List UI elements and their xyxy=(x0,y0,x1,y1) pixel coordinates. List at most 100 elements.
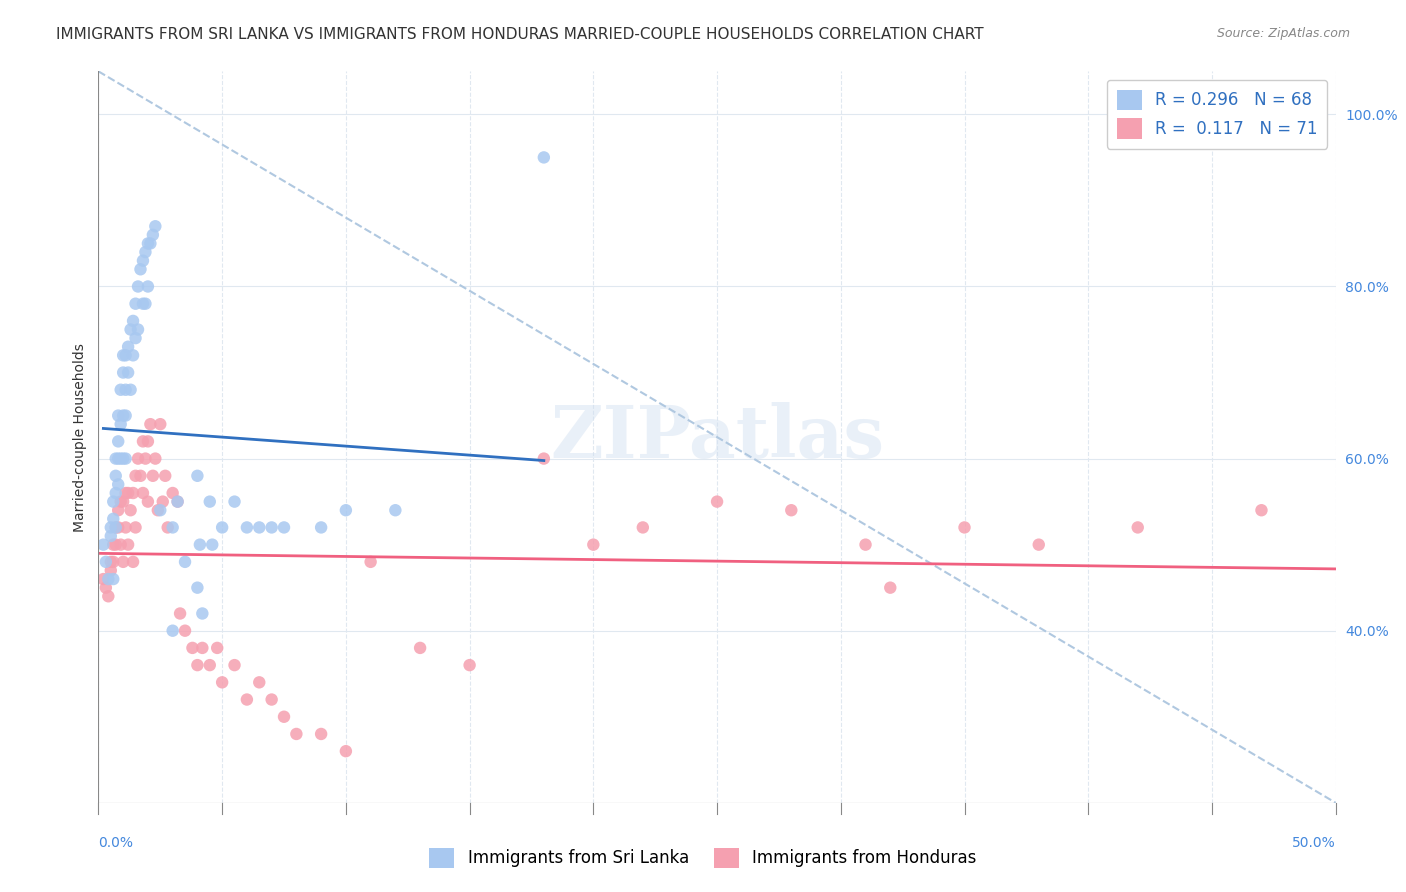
Point xyxy=(117,366,139,380)
Point xyxy=(112,409,135,423)
Point xyxy=(94,555,117,569)
Point xyxy=(132,296,155,310)
Point xyxy=(458,658,481,673)
Point xyxy=(174,624,197,638)
Point xyxy=(104,520,127,534)
Point xyxy=(260,692,283,706)
Point xyxy=(136,494,159,508)
Point xyxy=(110,451,132,466)
Point xyxy=(122,486,145,500)
Point xyxy=(124,468,146,483)
Point xyxy=(247,520,270,534)
Point xyxy=(335,503,357,517)
Point xyxy=(1126,520,1149,534)
Point xyxy=(236,692,259,706)
Point xyxy=(162,486,184,500)
Point xyxy=(127,322,149,336)
Point xyxy=(103,494,125,508)
Point xyxy=(631,520,654,534)
Point xyxy=(188,538,211,552)
Point xyxy=(205,640,228,655)
Point xyxy=(103,555,125,569)
Point xyxy=(110,417,132,432)
Point xyxy=(93,538,115,552)
Point xyxy=(107,451,129,466)
Point xyxy=(136,434,159,449)
Point xyxy=(136,236,159,251)
Point xyxy=(97,589,120,603)
Point xyxy=(107,409,129,423)
Point xyxy=(114,520,136,534)
Point xyxy=(360,555,382,569)
Point xyxy=(533,150,555,164)
Point xyxy=(953,520,976,534)
Point xyxy=(114,348,136,362)
Point xyxy=(112,494,135,508)
Point xyxy=(156,520,179,534)
Point xyxy=(120,503,142,517)
Point xyxy=(236,520,259,534)
Point xyxy=(780,503,803,517)
Text: Source: ZipAtlas.com: Source: ZipAtlas.com xyxy=(1216,27,1350,40)
Point xyxy=(122,314,145,328)
Point xyxy=(198,658,221,673)
Point xyxy=(247,675,270,690)
Point xyxy=(117,538,139,552)
Point xyxy=(110,538,132,552)
Point xyxy=(117,486,139,500)
Point xyxy=(124,520,146,534)
Point xyxy=(120,322,142,336)
Point xyxy=(335,744,357,758)
Point xyxy=(143,451,166,466)
Point xyxy=(224,658,246,673)
Point xyxy=(124,331,146,345)
Point xyxy=(582,538,605,552)
Point xyxy=(114,383,136,397)
Point xyxy=(285,727,308,741)
Point xyxy=(129,468,152,483)
Y-axis label: Married-couple Households: Married-couple Households xyxy=(73,343,87,532)
Point xyxy=(97,572,120,586)
Point xyxy=(112,451,135,466)
Point xyxy=(120,383,142,397)
Point xyxy=(186,658,208,673)
Point xyxy=(136,279,159,293)
Point xyxy=(186,468,208,483)
Point xyxy=(112,366,135,380)
Point xyxy=(211,675,233,690)
Legend: Immigrants from Sri Lanka, Immigrants from Honduras: Immigrants from Sri Lanka, Immigrants fr… xyxy=(423,841,983,875)
Text: ZIPatlas: ZIPatlas xyxy=(550,401,884,473)
Point xyxy=(855,538,877,552)
Point xyxy=(107,477,129,491)
Point xyxy=(201,538,224,552)
Point xyxy=(149,503,172,517)
Point xyxy=(706,494,728,508)
Point xyxy=(260,520,283,534)
Point xyxy=(139,236,162,251)
Point xyxy=(134,451,156,466)
Point xyxy=(103,512,125,526)
Point xyxy=(117,340,139,354)
Point xyxy=(104,538,127,552)
Point xyxy=(155,468,177,483)
Point xyxy=(191,607,214,621)
Point xyxy=(103,538,125,552)
Point xyxy=(94,581,117,595)
Point xyxy=(114,486,136,500)
Point xyxy=(104,486,127,500)
Point xyxy=(112,555,135,569)
Point xyxy=(273,520,295,534)
Point xyxy=(104,468,127,483)
Point xyxy=(384,503,406,517)
Point xyxy=(114,409,136,423)
Point xyxy=(122,555,145,569)
Point xyxy=(198,494,221,508)
Point xyxy=(162,624,184,638)
Point xyxy=(166,494,188,508)
Point xyxy=(879,581,901,595)
Point xyxy=(100,555,122,569)
Point xyxy=(146,503,169,517)
Point xyxy=(186,581,208,595)
Point xyxy=(107,434,129,449)
Point xyxy=(224,494,246,508)
